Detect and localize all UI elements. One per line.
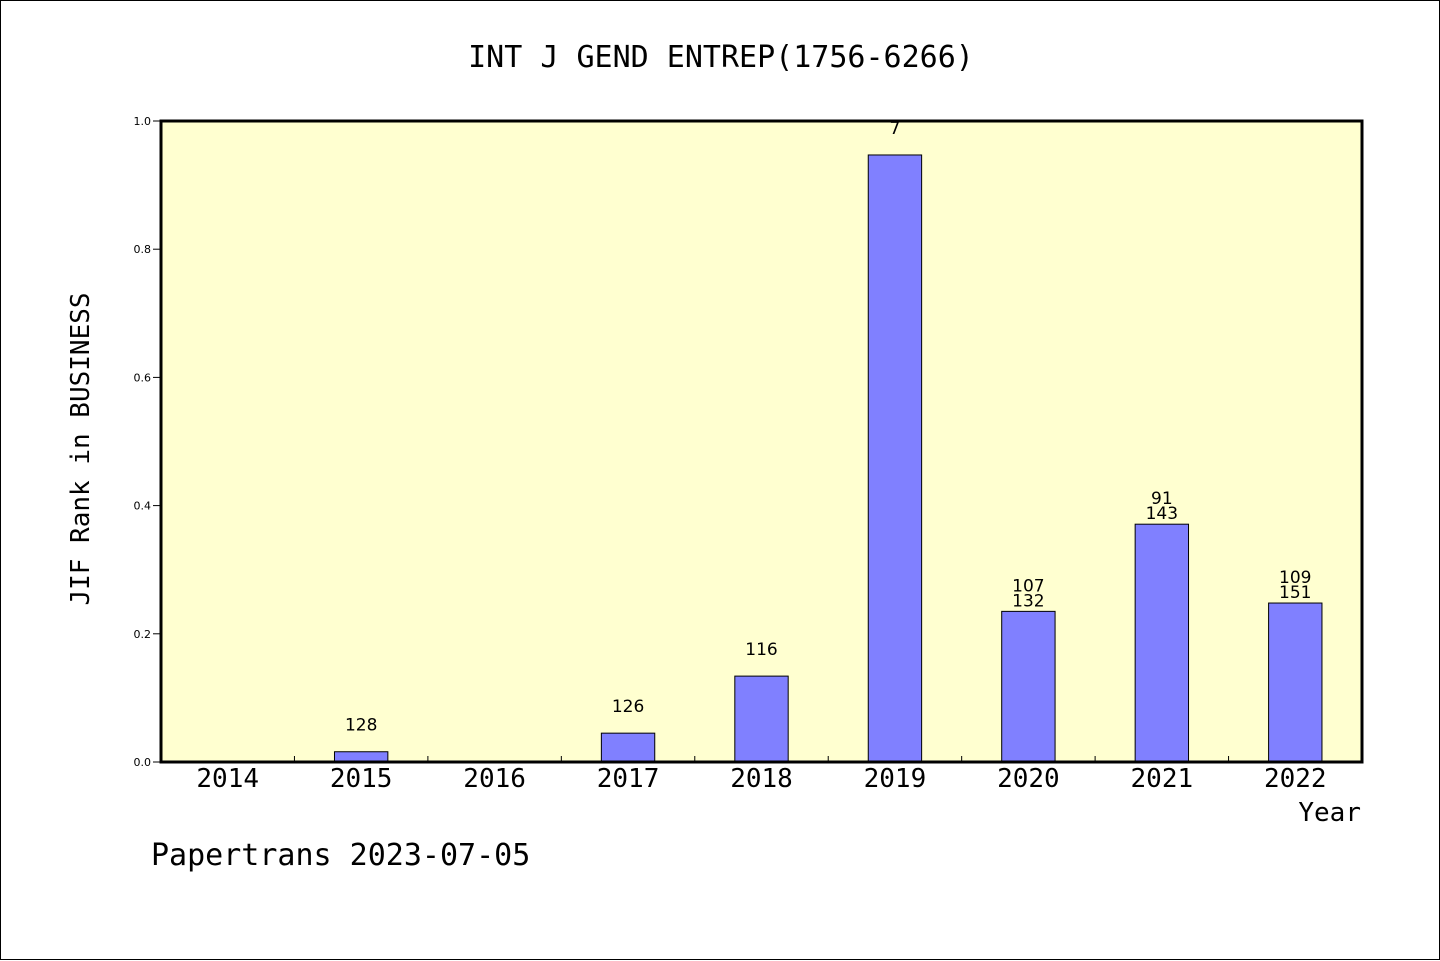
bar-label: 7 [890, 119, 901, 139]
x-tick-label: 2020 [997, 764, 1060, 794]
bar-label: 126 [612, 697, 644, 717]
bar-2022 [1268, 602, 1323, 763]
x-axis-ticks: 2014 2015 2016 2017 2018 2019 2020 2021 2022 [196, 756, 1327, 794]
y-tick-label: 1.0 [134, 115, 152, 128]
y-tick-label: 0.8 [134, 243, 152, 256]
x-tick-label: 2014 [196, 764, 259, 794]
bar-2015 [333, 751, 389, 763]
bars [333, 154, 1323, 763]
bar-label-upper: 109 [1279, 568, 1311, 588]
bar-label-lower: 151 [1279, 583, 1311, 603]
x-tick-label: 2021 [1131, 764, 1194, 794]
bar-2021 [1134, 523, 1190, 763]
bar-2017 [600, 732, 656, 763]
plot-border [159, 119, 1364, 764]
x-tick-label: 2019 [864, 764, 927, 794]
x-tick-label: 2017 [597, 764, 660, 794]
footer-credit: Papertrans 2023-07-05 [151, 838, 530, 873]
bar-2018 [734, 675, 789, 763]
bar-label: 128 [345, 716, 377, 736]
bar-label-lower: 132 [1012, 591, 1044, 611]
bar-2020 [1001, 610, 1056, 763]
x-tick-label: 2022 [1264, 764, 1327, 794]
bar-label-lower: 143 [1146, 504, 1178, 524]
y-tick-label: 0.4 [134, 500, 152, 513]
bar-label: 116 [745, 640, 777, 660]
x-tick-label: 2018 [730, 764, 793, 794]
y-axis-ticks: 0.0 0.2 0.4 0.6 0.8 1.0 [134, 115, 161, 769]
y-tick-label: 0.2 [134, 628, 152, 641]
x-tick-label: 2015 [330, 764, 393, 794]
bar-2019 [867, 154, 923, 763]
x-axis-label: Year [1298, 798, 1361, 828]
y-tick-label: 0.6 [134, 371, 152, 384]
x-tick-label: 2016 [463, 764, 526, 794]
y-axis-label: JIF Rank in BUSINESS [66, 292, 96, 605]
bar-label-upper: 91 [1151, 489, 1173, 509]
y-tick-label: 0.0 [134, 756, 152, 769]
chart-title: INT J GEND ENTREP(1756-6266) [468, 40, 974, 75]
bar-label-upper: 107 [1012, 576, 1044, 596]
